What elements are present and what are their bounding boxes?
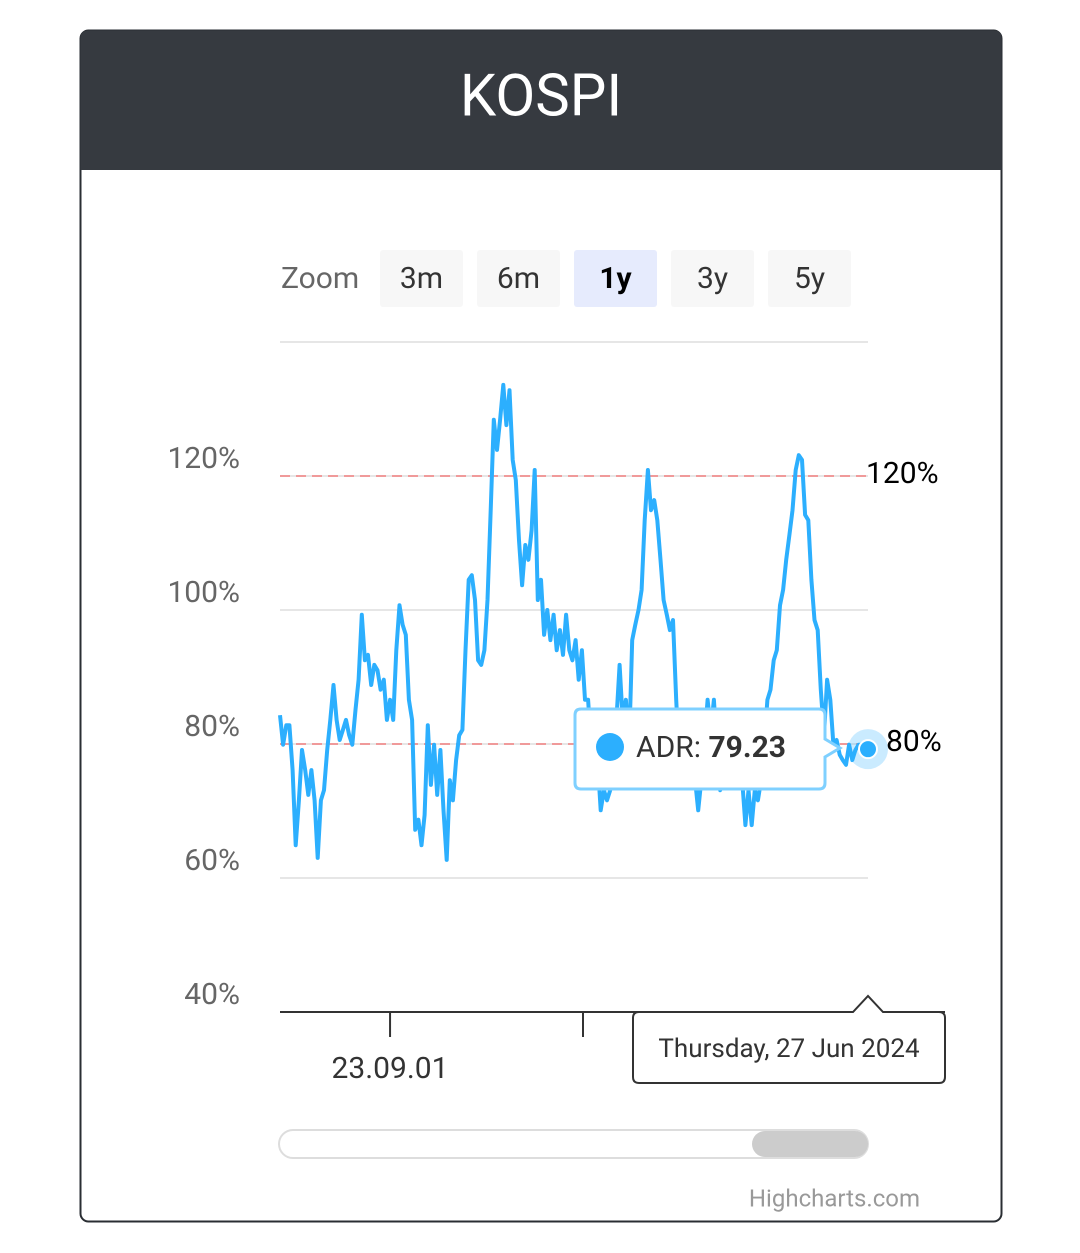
zoom-button[interactable] (574, 250, 657, 307)
zoom-button[interactable] (671, 250, 754, 307)
plot-line-label: 80% (886, 724, 942, 759)
y-tick-label: 120% (167, 441, 240, 476)
date-tooltip-text: Thursday, 27 Jun 2024 (658, 1034, 920, 1064)
tooltip-marker (596, 733, 624, 761)
zoom-button-label[interactable]: 5y (794, 261, 825, 296)
tooltip-text: ADR: 79.23 (636, 730, 786, 765)
plot-line-label: 120% (866, 456, 939, 491)
tooltip-box (573, 707, 843, 791)
zoom-button-label[interactable]: 3m (400, 261, 443, 296)
x-tick-label: 23.09.01 (332, 1051, 449, 1086)
zoom-button-label[interactable]: 6m (497, 261, 540, 296)
series-line (278, 382, 869, 862)
y-tick-label: 60% (184, 843, 240, 878)
tooltip-value: 79.23 (708, 730, 786, 765)
card-header (80, 30, 1002, 170)
date-tooltip-box (632, 994, 946, 1084)
scrollbar-thumb[interactable] (752, 1131, 868, 1157)
zoom-button[interactable] (380, 250, 463, 307)
credits[interactable]: Highcharts.com (749, 1184, 920, 1212)
hover-point (858, 739, 878, 760)
zoom-label: Zoom (281, 261, 359, 296)
y-tick-label: 80% (184, 709, 240, 744)
card-title: KOSPI (460, 62, 622, 130)
zoom-button-label[interactable]: 3y (697, 261, 728, 296)
tooltip-series-name: ADR (636, 730, 694, 765)
tooltip-separator: : (694, 730, 709, 765)
y-tick-label: 100% (167, 575, 240, 610)
zoom-button[interactable] (768, 250, 851, 307)
zoom-button-label[interactable]: 1y (599, 261, 632, 296)
y-tick-label: 40% (184, 977, 240, 1012)
zoom-button[interactable] (477, 250, 560, 307)
